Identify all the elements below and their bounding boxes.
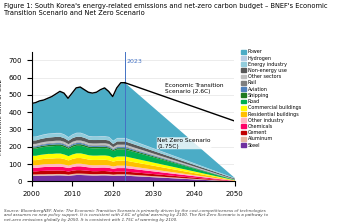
Y-axis label: Million metric tons of CO2: Million metric tons of CO2 (0, 78, 3, 155)
Text: Economic Transition
Scenario (2.6C): Economic Transition Scenario (2.6C) (166, 83, 224, 94)
Text: Figure 1: South Korea's energy-related emissions and net-zero carbon budget – BN: Figure 1: South Korea's energy-related e… (4, 3, 327, 16)
Text: Net Zero Scenario
(1.75C): Net Zero Scenario (1.75C) (158, 138, 211, 149)
Text: 2023: 2023 (126, 59, 142, 64)
Text: Source: BloombergNEF. Note: The Economic Transition Scenario is primarily driven: Source: BloombergNEF. Note: The Economic… (4, 209, 268, 222)
Legend: Power, Hydrogen, Energy industry, Non-energy use, Other sectors, Rail, Aviation,: Power, Hydrogen, Energy industry, Non-en… (239, 47, 303, 150)
